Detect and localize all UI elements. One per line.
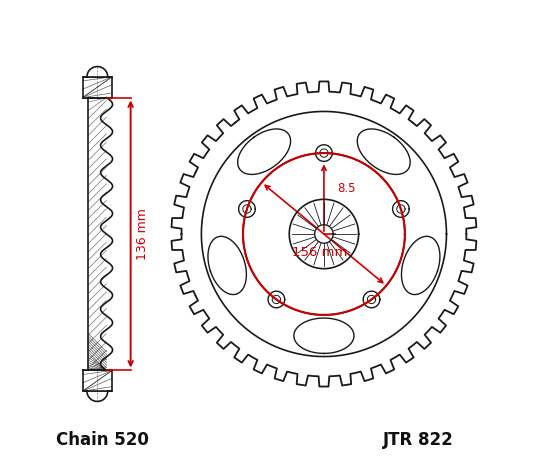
Polygon shape <box>294 318 354 353</box>
Text: JTR 822: JTR 822 <box>384 431 454 449</box>
Polygon shape <box>208 236 246 294</box>
Polygon shape <box>357 129 410 175</box>
Text: 136 mm: 136 mm <box>136 208 149 260</box>
Polygon shape <box>402 236 440 294</box>
Text: 156 mm: 156 mm <box>292 246 347 258</box>
Text: 8.5: 8.5 <box>337 183 356 196</box>
Text: Chain 520: Chain 520 <box>55 431 148 449</box>
Polygon shape <box>237 129 291 175</box>
